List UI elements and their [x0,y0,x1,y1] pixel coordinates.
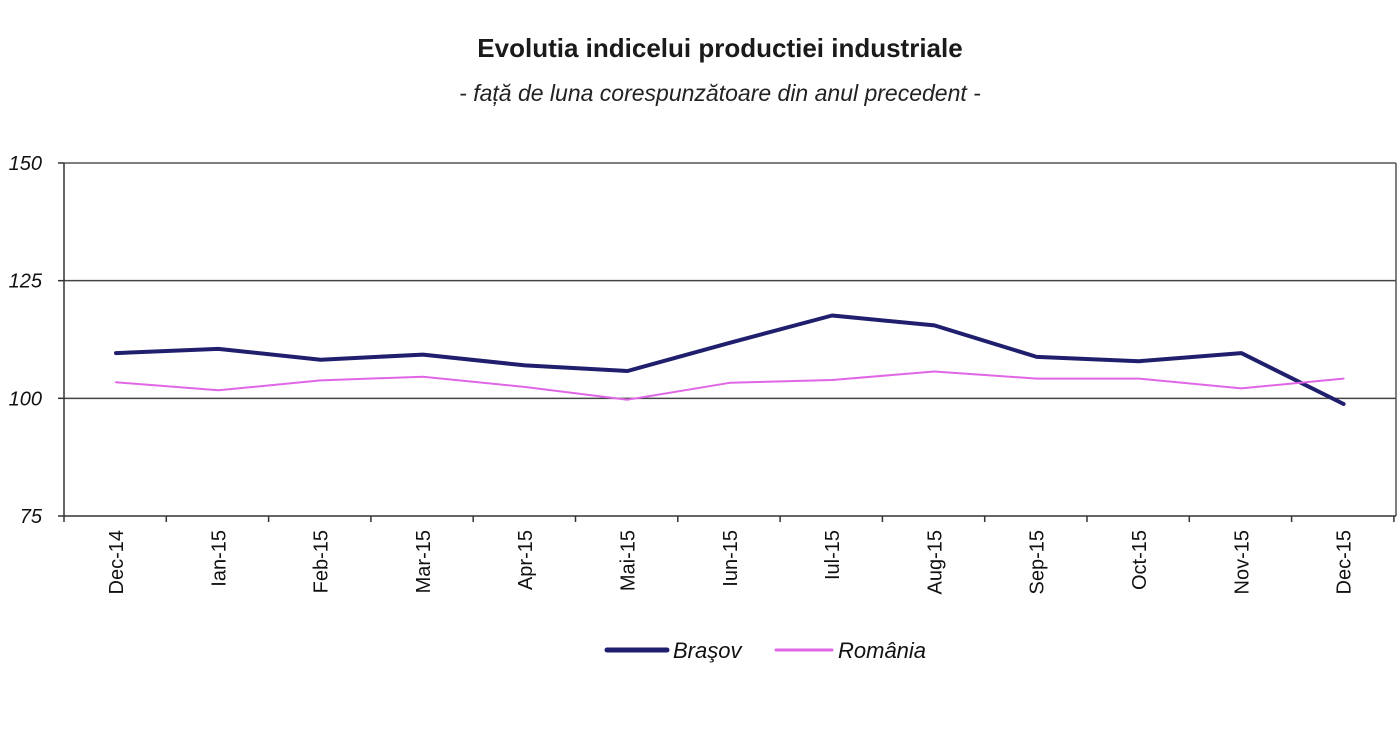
x-tick-label: Iul-15 [822,530,844,580]
x-tick-label: Feb-15 [311,530,333,593]
y-tick-label: 125 [9,271,43,293]
y-tick-labels: 150 125 100 75 [9,153,43,528]
axes [58,162,1397,522]
x-tick-label: Dec-15 [1334,530,1356,594]
legend-label: România [838,638,926,663]
y-tick-label: 100 [9,388,42,410]
y-tick-label: 150 [9,153,42,175]
series-line-romania [115,370,1345,401]
series-line-brasov [114,313,1346,406]
chart-subtitle: - față de luna corespunzătoare din anul … [459,80,981,106]
x-tick-label: Nov-15 [1231,530,1253,594]
x-tick-label: Sep-15 [1027,530,1049,595]
x-tick-label: Aug-15 [924,530,946,595]
x-tick-label: Mar-15 [413,530,435,593]
x-tick-label: Oct-15 [1129,530,1151,590]
legend: Braşov România [604,638,926,663]
x-tick-label: Mai-15 [618,530,640,591]
x-tick-label: Apr-15 [515,530,537,590]
x-tick-label: Dec-14 [106,530,128,594]
series-lines [114,313,1346,406]
y-tick-label: 75 [20,506,43,528]
gridlines [64,279,1396,400]
x-tick-labels: Dec-14 Ian-15 Feb-15 Mar-15 Apr-15 Mai-15 Iun-… [106,530,1356,595]
x-tick-label: Iun-15 [720,530,742,587]
legend-label: Braşov [673,638,743,663]
chart-title: Evolutia indicelui productiei industrial… [477,33,963,63]
x-tick-label: Ian-15 [208,530,230,587]
